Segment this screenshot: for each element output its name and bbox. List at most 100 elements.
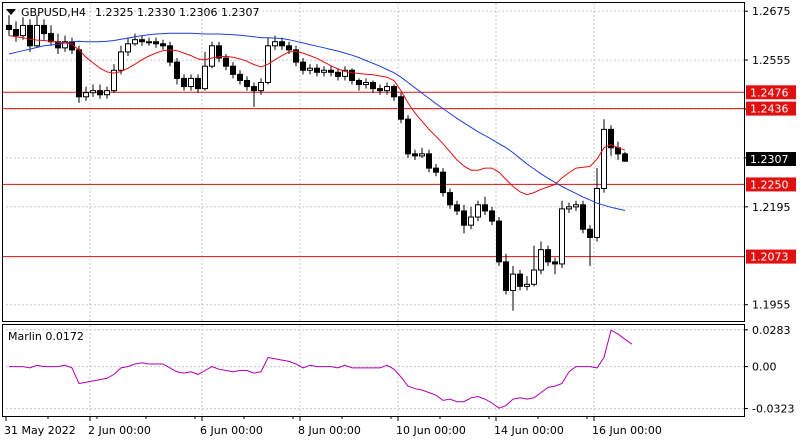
candle-body-bear: [13, 29, 19, 37]
candle-body-bear: [433, 167, 439, 173]
moving-average-blue-line: [8, 32, 626, 211]
candle-body-bull: [188, 77, 194, 88]
candle-body-bear: [622, 153, 628, 162]
candle-body-bull: [475, 204, 481, 218]
candle-body-bear: [587, 228, 593, 238]
candle-body-bear: [461, 210, 467, 226]
candle-body-bull: [307, 67, 313, 71]
candle-body-bear: [6, 24, 12, 30]
candle-body-bear: [440, 171, 446, 194]
candle-body-bear: [153, 41, 159, 45]
x-tick-label: 2 Jun 00:00: [88, 424, 151, 437]
candle-body-bear: [482, 204, 488, 212]
candle-body-bear: [391, 86, 397, 98]
current-price-badge: [746, 152, 796, 166]
x-tick-label: 16 Jun 00:00: [592, 424, 662, 437]
candle-body-bull: [594, 188, 600, 238]
candle-body-bull: [531, 269, 537, 285]
candle-body-bear: [279, 41, 285, 47]
candle-body-bear: [216, 45, 222, 59]
indicator-value-axis: 0.0283 0.00 -0.0323: [744, 324, 794, 416]
candle-body-bull: [559, 208, 565, 265]
candle-body-bear: [426, 153, 432, 169]
candle-body-bear: [251, 86, 257, 92]
time-axis: 31 May 2022 2 Jun 00:00 6 Jun 00:00 8 Jun 0…: [4, 417, 662, 437]
candle-body-bear: [489, 210, 495, 222]
level-label: 1.2436: [750, 103, 789, 116]
candle-body-bull: [468, 216, 474, 226]
candle-body-bear: [160, 43, 166, 47]
candle-body-bull: [125, 43, 131, 53]
y-tick-label: 1.2555: [752, 54, 791, 67]
candle-body-bear: [293, 49, 299, 63]
candle-body-bull: [132, 39, 138, 45]
candle-body-bull: [83, 92, 89, 98]
candle-body-bull: [258, 82, 264, 92]
candle-body-bull: [538, 249, 544, 271]
candle-body-bear: [328, 69, 334, 73]
y-tick-label: 1.2195: [752, 201, 791, 214]
candle-body-bull: [104, 90, 110, 96]
x-tick-label: 6 Jun 00:00: [200, 424, 263, 437]
candle-body-bear: [377, 88, 383, 92]
y-tick-label: 1.1955: [752, 299, 791, 312]
candle-body-bear: [174, 61, 180, 79]
candle-body-bull: [342, 69, 348, 77]
candle-body-bear: [139, 39, 145, 43]
y-tick-label: 1.2675: [752, 5, 791, 18]
candle-body-bull: [321, 69, 327, 73]
candle-body-bull: [111, 69, 117, 92]
candle-body-bull: [510, 273, 516, 291]
candle-body-bear: [244, 79, 250, 88]
candle-body-bear: [167, 45, 173, 63]
moving-average-red-line: [8, 35, 626, 196]
candle-body-bull: [363, 82, 369, 86]
candles: [6, 15, 628, 311]
candle-body-bull: [566, 206, 572, 210]
candle-body-bear: [27, 24, 33, 47]
candle-body-bull: [524, 283, 530, 287]
candle-body-bull: [419, 153, 425, 157]
candle-body-bear: [370, 82, 376, 90]
candle-body-bull: [272, 41, 278, 47]
candle-body-bull: [118, 51, 124, 71]
candle-body-bear: [195, 77, 201, 90]
candle-body-bear: [300, 61, 306, 71]
candle-body-bear: [335, 71, 341, 77]
y-tick-label: -0.0323: [752, 403, 794, 416]
candle-body-bear: [223, 57, 229, 67]
dropdown-triangle-icon[interactable]: [6, 9, 16, 15]
level-price-labels: 1.2476 1.2436 1.2250 1.2073: [746, 85, 796, 264]
candle-body-bear: [454, 204, 460, 212]
candle-body-bear: [398, 96, 404, 120]
candle-body-bear: [608, 128, 614, 149]
x-tick-label: 31 May 2022: [4, 424, 76, 437]
candle-body-bull: [573, 204, 579, 208]
candle-body-bear: [349, 69, 355, 81]
level-label: 1.2476: [750, 86, 789, 99]
candle-body-bear: [545, 249, 551, 263]
level-label-bg: [746, 249, 796, 264]
candle-body-bear: [580, 204, 586, 230]
candle-body-bull: [209, 45, 215, 67]
candle-body-bear: [496, 220, 502, 263]
candle-body-bear: [237, 73, 243, 81]
candle-body-bull: [384, 86, 390, 92]
candle-body-bear: [356, 79, 362, 86]
x-tick-label: 8 Jun 00:00: [298, 424, 361, 437]
horizontal-levels: [3, 91, 744, 258]
candle-body-bull: [90, 90, 96, 94]
candle-body-bear: [517, 273, 523, 287]
level-label-bg: [746, 85, 796, 100]
candle-body-bull: [146, 41, 152, 44]
candle-body-bear: [286, 45, 292, 51]
symbol-label: GBPUSD,H4: [21, 6, 86, 19]
candle-body-bear: [97, 90, 103, 96]
candle-body-bull: [62, 41, 68, 49]
candle-body-bull: [20, 24, 26, 37]
y-tick-label: 0.00: [752, 361, 777, 374]
candle-body-bear: [412, 153, 418, 157]
level-label-bg: [746, 177, 796, 192]
level-label: 1.2250: [750, 178, 789, 191]
